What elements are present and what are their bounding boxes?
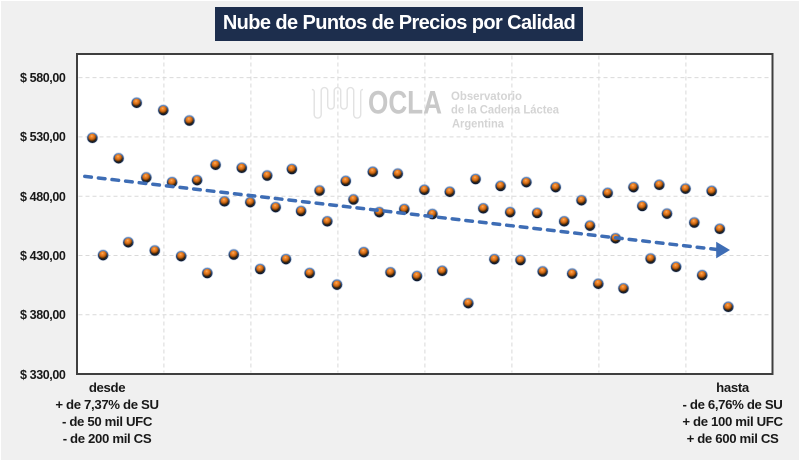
svg-text:Argentina: Argentina <box>452 117 504 131</box>
svg-text:de la Cadena Láctea: de la Cadena Láctea <box>451 103 559 117</box>
svg-text:OCLA: OCLA <box>368 85 442 121</box>
svg-text:Observatorio: Observatorio <box>451 89 522 103</box>
